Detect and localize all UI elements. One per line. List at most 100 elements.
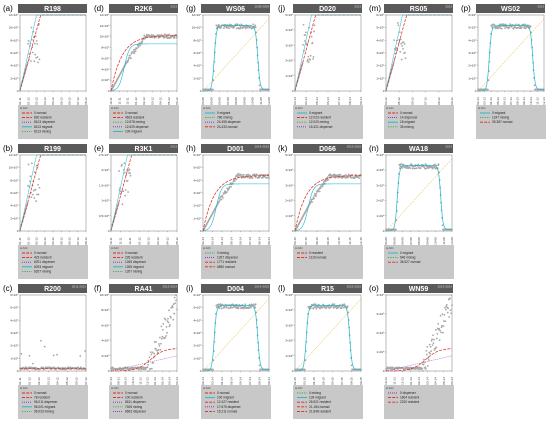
x-tick-label: 08-13 bbox=[116, 377, 120, 385]
data-point bbox=[242, 173, 245, 176]
y-tick-label: 1×10⁶ bbox=[376, 76, 385, 80]
legend-entry: 96.033 mixing bbox=[34, 409, 54, 413]
x-tick-label: 07-08 bbox=[409, 237, 413, 245]
y-tick-label: 1×10⁶ bbox=[376, 214, 385, 218]
y-tick-label: 4×10⁶ bbox=[376, 38, 385, 42]
data-point bbox=[164, 336, 167, 339]
data-point bbox=[140, 41, 143, 44]
x-tick-label: 06-14 bbox=[239, 377, 243, 385]
migrant-curve bbox=[202, 305, 270, 372]
y-tick-label: 2.5×10⁶ bbox=[99, 153, 110, 157]
chart-panel-ws06: (g) WS06 2008-2009 0 2×10⁶ 4×10⁶ 6×10⁶ 8×10⁶ 10×… bbox=[186, 4, 271, 139]
x-tick-label: 09-14 bbox=[267, 377, 271, 385]
data-point bbox=[438, 327, 441, 330]
data-point bbox=[172, 318, 175, 321]
panel-label: (i) bbox=[186, 284, 193, 293]
data-point bbox=[332, 175, 335, 178]
data-point bbox=[261, 176, 264, 179]
y-tick-label: 0 bbox=[292, 229, 294, 233]
migrant-curve bbox=[202, 25, 270, 92]
panel-title: WA18 bbox=[409, 146, 428, 153]
data-point bbox=[160, 325, 163, 328]
x-tick-label: 06-08 bbox=[218, 97, 222, 105]
data-point bbox=[313, 30, 315, 33]
y-tick-label: 2×10⁶ bbox=[376, 199, 385, 203]
y-tick-label: 3×10⁶ bbox=[193, 191, 202, 195]
data-point bbox=[447, 307, 450, 310]
data-point bbox=[429, 345, 432, 348]
data-point bbox=[247, 173, 250, 176]
data-point bbox=[27, 163, 30, 166]
data-point bbox=[137, 44, 139, 47]
legend-entry: 1265 migrant bbox=[125, 265, 144, 269]
data-point bbox=[306, 58, 309, 61]
chart-panel-r2k6: (d) R2K6 2013 0 2×10⁶ 4×10⁶ 6×10⁶ 8×10⁶ 10×10⁶ 12… bbox=[94, 4, 179, 139]
data-point bbox=[167, 317, 169, 320]
data-point bbox=[244, 27, 247, 30]
data-point bbox=[440, 331, 442, 334]
data-point bbox=[148, 356, 151, 359]
data-point bbox=[221, 194, 224, 197]
legend-entry: 0 migrant bbox=[400, 251, 413, 255]
data-point bbox=[533, 84, 536, 87]
x-tick-label: 07-13 bbox=[109, 377, 113, 385]
y-tick-label: 12×10⁶ bbox=[9, 13, 19, 17]
x-tick-label: 05-13 bbox=[496, 97, 500, 105]
data-point bbox=[33, 366, 36, 369]
y-tick-label: 2×10⁶ bbox=[10, 344, 19, 348]
data-point bbox=[318, 190, 321, 193]
panel-title-bar bbox=[293, 144, 362, 153]
data-point bbox=[395, 228, 397, 231]
x-tick-label: 08-08 bbox=[234, 97, 238, 105]
nomad-curve bbox=[477, 18, 545, 92]
data-point bbox=[311, 201, 313, 203]
legend-entry: 0 nomad bbox=[34, 111, 47, 115]
legend-box bbox=[293, 245, 363, 279]
data-point bbox=[173, 296, 176, 299]
data-point bbox=[43, 345, 46, 348]
data-point bbox=[30, 26, 33, 29]
data-point bbox=[157, 351, 159, 354]
plot-area bbox=[385, 294, 453, 372]
y-tick-label: 1×10⁶ bbox=[468, 76, 477, 80]
x-tick-label: 11-13 bbox=[138, 377, 142, 385]
y-tick-label: 3×10⁶ bbox=[10, 331, 19, 335]
y-tick-label: 0 bbox=[383, 229, 385, 233]
data-point bbox=[440, 326, 443, 329]
data-point bbox=[425, 349, 428, 352]
data-point bbox=[143, 34, 146, 37]
data-point bbox=[310, 35, 313, 38]
panel-tag: 2011-2012 bbox=[72, 285, 86, 289]
data-point bbox=[254, 26, 257, 29]
x-tick-label: 09-13 bbox=[522, 97, 526, 105]
data-point bbox=[311, 41, 314, 44]
legend-entry: 1771 resident bbox=[217, 260, 236, 264]
data-point bbox=[124, 194, 127, 197]
legend-entry: 18 migrant bbox=[400, 120, 415, 124]
data-point bbox=[159, 342, 162, 345]
data-point bbox=[220, 307, 223, 310]
x-tick-label: 07-14 bbox=[248, 237, 252, 245]
y-tick-label: 1×10⁶ bbox=[376, 350, 385, 354]
plot-area bbox=[202, 154, 270, 232]
data-point bbox=[449, 297, 451, 300]
data-point bbox=[212, 88, 214, 91]
data-point bbox=[425, 353, 428, 356]
x-tick-label: 08-12 bbox=[437, 97, 441, 105]
data-point bbox=[143, 366, 146, 369]
data-point bbox=[132, 51, 135, 54]
migrant-curve bbox=[385, 165, 453, 232]
x-tick-label: 04-12 bbox=[166, 237, 170, 245]
data-point bbox=[165, 335, 167, 337]
data-point bbox=[430, 339, 433, 342]
panel-tag: 2013 bbox=[445, 5, 452, 9]
data-point bbox=[134, 50, 137, 53]
x-tick-label: 04-12 bbox=[51, 237, 55, 245]
panel-title: WN59 bbox=[409, 286, 429, 293]
data-point bbox=[220, 198, 223, 201]
data-point bbox=[529, 25, 532, 28]
panel-tag: 2008-2009 bbox=[255, 5, 270, 9]
data-point bbox=[437, 322, 440, 325]
data-point bbox=[406, 366, 409, 369]
resident-curve bbox=[110, 348, 178, 372]
